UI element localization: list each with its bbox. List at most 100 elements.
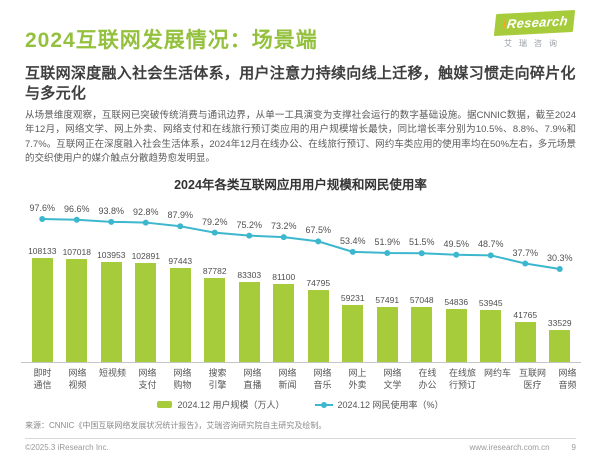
footer-divider [25, 438, 576, 440]
bar-value-label: 81100 [272, 272, 296, 282]
usage-percent-label: 93.8% [98, 205, 125, 216]
line-point [522, 260, 529, 267]
category-label-11: 在线 办公 [418, 368, 437, 391]
bar-5 [204, 278, 226, 362]
category-label-5: 搜索 引擎 [208, 368, 227, 391]
line-point [487, 252, 494, 259]
usage-percent-label: 51.9% [374, 236, 401, 247]
usage-percent-label: 53.4% [339, 235, 366, 246]
usage-percent-label: 79.2% [201, 216, 228, 227]
usage-percent-label: 97.6% [29, 203, 56, 213]
bar-value-label: 102891 [131, 251, 160, 261]
bar-2 [100, 262, 122, 362]
category-label-12: 在线旅 行预订 [448, 368, 476, 391]
usage-percent-label: 67.5% [305, 225, 332, 236]
bar-14 [514, 322, 536, 362]
category-axis: 即时 通信 网络 视频 短视频 网络 支付 网络 购物 搜索 引擎 网络 直播 网络 新闻 网络… [25, 367, 585, 391]
category-label-4: 网络 购物 [173, 368, 192, 391]
bar-1 [66, 259, 88, 362]
bar-value-label: 87782 [202, 266, 227, 276]
bar-value-label: 41765 [513, 310, 538, 320]
bar-value-label: 107018 [62, 247, 91, 257]
category-label-0: 即时 通信 [33, 368, 52, 391]
category-label-3: 网络 支付 [138, 368, 157, 391]
line-point [556, 266, 563, 273]
usage-percent-label: 37.7% [512, 247, 539, 258]
line-point [177, 223, 184, 230]
category-label-8: 网络 音乐 [313, 368, 332, 391]
report-body-text: 从场景维度观察，互联网已突破传统消费与通讯边界，从单一工具演变为支撑社会运行的数… [25, 110, 576, 164]
report-subtitle: 互联网深度融入社会生活体系，用户注意力持续向线上迁移，触媒习惯走向碎片化与多元化 [25, 65, 576, 102]
bar-0 [31, 258, 53, 362]
line-point [384, 249, 391, 256]
bar-value-label: 74795 [306, 278, 331, 288]
chart-legend: 2024.12 用户规模（万人） 2024.12 网民使用率（%） [25, 398, 576, 411]
page-footer: ©2025.3 iResearch Inc. www.iresearch.com… [25, 443, 576, 452]
usage-percent-label: 30.3% [546, 253, 573, 263]
usage-percent-label: 96.6% [63, 203, 90, 214]
line-point [142, 219, 149, 226]
usage-percent-label: 51.5% [408, 237, 435, 248]
legend-item-bar: 2024.12 用户规模（万人） [157, 398, 285, 411]
bar-value-label: 57048 [409, 295, 434, 305]
bar-value-label: 103953 [97, 250, 126, 260]
bar-value-label: 57491 [375, 295, 400, 305]
bar-6 [238, 282, 260, 362]
line-point [73, 216, 80, 223]
category-label-9: 网上 外卖 [348, 368, 367, 391]
legend-bar-swatch [157, 401, 173, 409]
header: 2024互联网发展情况：场景端 iResearch 艾瑞咨询 [25, 9, 576, 56]
category-label-7: 网络 新闻 [278, 368, 297, 391]
usage-percent-label: 73.2% [270, 221, 297, 232]
x-axis-line [21, 362, 581, 363]
line-point [280, 234, 287, 241]
category-label-6: 网络 直播 [243, 368, 262, 391]
bar-15 [549, 330, 571, 362]
bar-value-label: 83303 [237, 270, 262, 280]
bar-value-label: 54836 [444, 297, 469, 307]
usage-percent-label: 92.8% [132, 206, 159, 217]
legend-line-label: 2024.12 网民使用率（%） [337, 400, 444, 411]
legend-line-swatch [314, 401, 333, 408]
bar-4 [169, 268, 191, 362]
bar-value-label: 59231 [340, 293, 365, 303]
bar-value-label: 97443 [168, 256, 193, 266]
bar-13 [480, 310, 502, 362]
line-point [211, 229, 218, 236]
bar-7 [273, 284, 295, 362]
line-point [418, 250, 425, 257]
source-note: 来源：CNNIC《中国互联网络发展状况统计报告》，艾瑞咨询研究院自主研究及绘制。 [25, 421, 327, 431]
footer-page-number: 9 [571, 443, 576, 452]
line-point [39, 216, 46, 222]
chart-plot-area: 108133 97.6% 107018 96.6% 103953 93.8% 102891 9… [21, 203, 581, 363]
bar-12 [445, 309, 467, 362]
bar-3 [135, 263, 157, 362]
page-title: 2024互联网发展情况：场景端 [25, 29, 318, 52]
logo-chinese-name: 艾瑞咨询 [504, 39, 564, 48]
bar-10 [376, 307, 398, 362]
legend-item-line: 2024.12 网民使用率（%） [314, 398, 444, 411]
iresearch-logo-banner: iResearch [493, 9, 575, 37]
usage-rate-line [39, 216, 563, 273]
line-point [315, 238, 322, 245]
line-point [349, 248, 356, 255]
bar-9 [342, 305, 364, 362]
footer-website: www.iresearch.com.cn [469, 443, 550, 452]
category-label-2: 短视频 [98, 368, 126, 378]
category-label-15: 网络 音频 [558, 368, 577, 391]
category-label-1: 网络 视频 [68, 368, 87, 391]
bar-value-label: 33529 [547, 318, 572, 328]
bar-11 [411, 307, 433, 362]
line-point [108, 218, 115, 225]
line-point [246, 232, 253, 239]
category-label-13: 网约车 [483, 368, 511, 378]
footer-copyright: ©2025.3 iResearch Inc. [25, 443, 109, 452]
line-point [453, 251, 460, 258]
usage-percent-label: 87.9% [167, 210, 194, 221]
usage-percent-label: 75.2% [236, 219, 263, 230]
legend-bar-label: 2024.12 用户规模（万人） [177, 400, 285, 411]
bar-8 [307, 290, 329, 362]
category-label-14: 互联网 医疗 [518, 368, 546, 391]
iresearch-logo: iResearch 艾瑞咨询 [492, 9, 576, 49]
